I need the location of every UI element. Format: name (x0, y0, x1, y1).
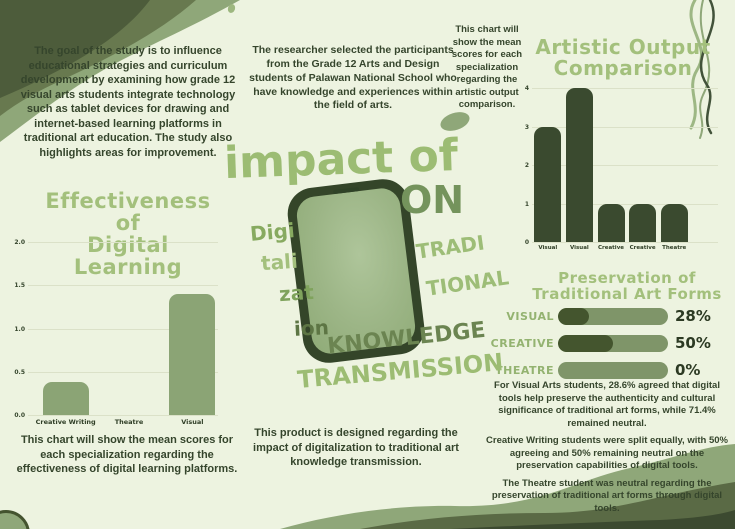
effectiveness-title-line1: Effectiveness of (45, 189, 211, 236)
x-axis-tick-label: Visual (181, 418, 204, 426)
chart-gridline (532, 242, 718, 243)
y-axis-tick-label: 3 (524, 123, 529, 131)
chart-bar (597, 203, 625, 242)
artistic-chart-title: Artistic Output Comparison (530, 37, 716, 79)
chart-gridline (532, 165, 718, 166)
artistic-title-line2: Comparison (553, 56, 693, 80)
title-word-tali: tali (260, 248, 299, 276)
x-axis-tick-label: Theatre (114, 418, 144, 426)
chart-gridline (28, 415, 218, 416)
title-word-on: ON (400, 178, 465, 222)
preservation-label: CREATIVE (490, 336, 554, 350)
chart-gridline (532, 203, 718, 205)
finding-creative: Creative Writing students were split equ… (486, 435, 728, 472)
chart-bar (629, 203, 657, 242)
x-axis-tick-label: Creative (629, 245, 656, 251)
effectiveness-chart-title: Effectiveness of Digital Learning (30, 190, 226, 278)
preservation-percentage: 0% (675, 361, 701, 379)
finding-visual: For Visual Arts students, 28.6% agreed t… (494, 380, 720, 429)
y-axis-tick-label: 2.0 (14, 239, 25, 246)
y-axis-tick-label: 0 (524, 239, 529, 246)
preservation-title: Preservation of Traditional Art Forms (532, 269, 722, 303)
x-axis-tick-label: Creative Writing (35, 418, 96, 426)
chart-gridline (28, 328, 218, 330)
top-right-vine-decoration (689, 0, 715, 139)
title-word-digi: Digi (249, 218, 296, 246)
x-axis-tick-label: Creative (597, 245, 625, 251)
preservation-bar-track (558, 307, 668, 325)
chart-bar (660, 203, 688, 242)
artistic-output-chart: 0 1 2 3 4 Visual Visual Creative Creative Theatre (515, 82, 727, 258)
chart-bar (42, 382, 89, 415)
participants-paragraph: The researcher selected the participants… (249, 44, 457, 112)
preservation-bars: VISUAL 28% CREATIVE 50% THEATRE 0% (478, 307, 734, 388)
title-word-zat: zat (278, 279, 315, 307)
y-axis-tick-label: 1 (524, 200, 529, 208)
preservation-bar-fill (558, 334, 613, 352)
title-word-tradi: TRADI (414, 230, 486, 264)
y-axis-tick-label: 4 (524, 85, 529, 92)
artistic-caption: This chart will show the mean scores for… (451, 24, 523, 111)
study-goal-paragraph: The goal of the study is to influence ed… (20, 45, 236, 159)
effectiveness-title-line2: Digital Learning (73, 233, 183, 280)
preservation-bar-fill (558, 307, 589, 325)
preservation-title-line1: Preservation of (558, 269, 696, 287)
preservation-bar-track (558, 334, 668, 352)
effectiveness-chart: 0.0 0.5 1.0 1.5 2.0 Creative Writing Theatre Vi… (6, 236, 232, 428)
title-word-tional: TIONAL (424, 265, 511, 301)
x-axis-tick-label: Visual (538, 245, 558, 251)
title-word-ion: ion (293, 315, 330, 341)
effectiveness-caption: This chart will show the mean scores for… (16, 434, 238, 476)
preservation-row: THEATRE 0% (478, 361, 734, 379)
chart-gridline (28, 242, 218, 243)
bottom-right-wave-decoration (280, 444, 735, 529)
chart-gridline (532, 126, 718, 128)
chart-bar (169, 293, 216, 415)
preservation-row: CREATIVE 50% (478, 334, 734, 352)
x-axis-tick-label: Visual (569, 245, 589, 251)
preservation-label: THEATRE (495, 363, 554, 377)
preservation-row: VISUAL 28% (478, 307, 734, 325)
product-note-paragraph: This product is designed regarding the i… (253, 427, 459, 469)
y-axis-tick-label: 1.5 (14, 282, 25, 290)
y-axis-tick-label: 0.0 (14, 412, 25, 419)
preservation-title-line2: Traditional Art Forms (532, 284, 722, 303)
x-axis-tick-label: Theatre (662, 245, 687, 251)
chart-gridline (28, 285, 218, 287)
artistic-title-line1: Artistic Output (535, 35, 711, 59)
preservation-bar-track (558, 361, 668, 379)
finding-theatre: The Theatre student was neutral regardin… (491, 477, 723, 514)
y-axis-tick-label: 2 (524, 162, 529, 169)
findings-block: For Visual Arts students, 28.6% agreed t… (482, 380, 732, 520)
chart-gridline (28, 371, 218, 373)
chart-bar (534, 126, 562, 242)
y-axis-tick-label: 1.0 (14, 325, 25, 333)
chart-bar (565, 88, 593, 242)
preservation-percentage: 50% (675, 334, 711, 352)
preservation-percentage: 28% (675, 307, 711, 325)
top-left-wave-decoration (0, 0, 240, 142)
preservation-label: VISUAL (506, 309, 554, 323)
chart-gridline (532, 88, 718, 89)
y-axis-tick-label: 0.5 (14, 368, 25, 376)
